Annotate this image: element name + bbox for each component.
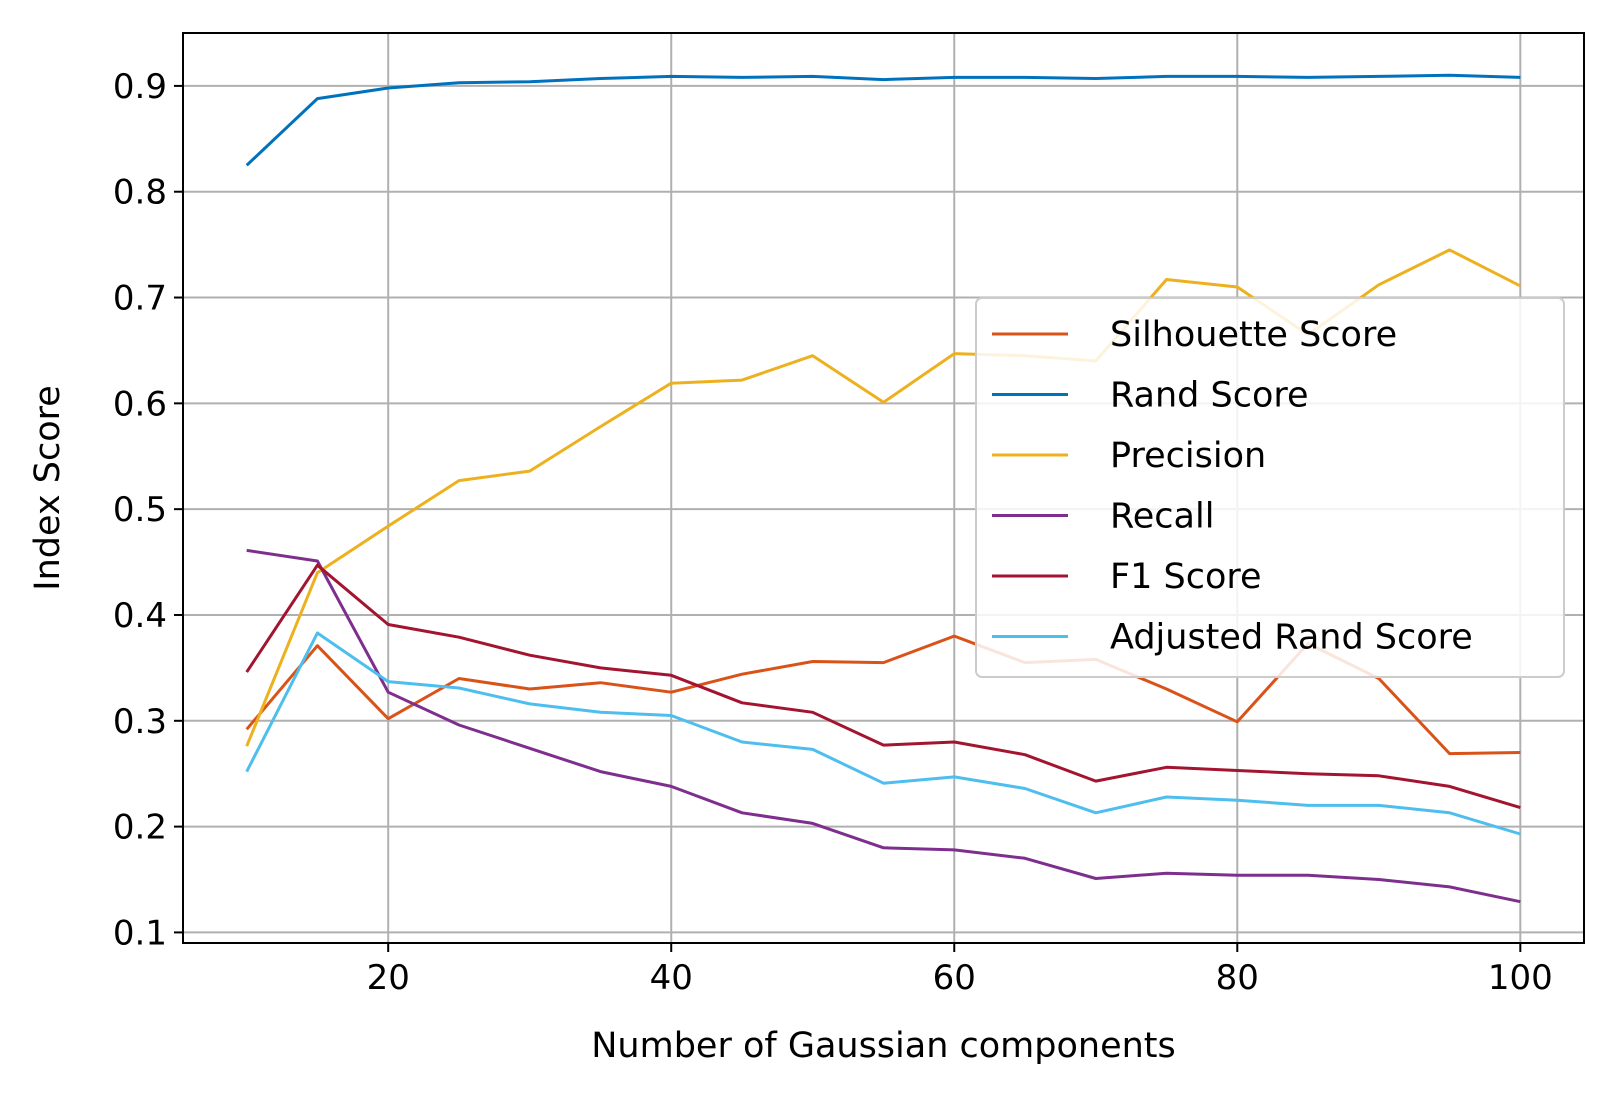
- series-line-f1-score: [245, 563, 1521, 810]
- legend-box: [975, 297, 1565, 678]
- y-tick-label: 0.4: [113, 596, 167, 636]
- x-tick-label: 100: [1488, 958, 1553, 998]
- y-tick-label: 0.8: [113, 173, 167, 213]
- y-tick-label: 0.2: [113, 808, 167, 848]
- legend-label-f1-score: F1 Score: [1110, 557, 1262, 597]
- legend-label-adjusted-rand-score: Adjusted Rand Score: [1110, 618, 1473, 658]
- y-axis-label: Index Score: [28, 385, 68, 591]
- x-tick-label: 20: [367, 958, 410, 998]
- legend-label-recall: Recall: [1110, 497, 1214, 537]
- y-tick-label: 0.3: [113, 702, 167, 742]
- y-tick-label: 0.7: [113, 279, 167, 319]
- x-tick-label: 40: [650, 958, 693, 998]
- y-tick-label: 0.9: [113, 67, 167, 107]
- legend-label-rand-score: Rand Score: [1110, 376, 1309, 416]
- y-tick-label: 0.6: [113, 384, 167, 424]
- x-axis-label: Number of Gaussian components: [591, 1026, 1176, 1066]
- series-line-recall: [246, 548, 1521, 904]
- y-tick-label: 0.5: [113, 490, 167, 530]
- y-tick-label: 0.1: [113, 913, 167, 953]
- x-tick-label: 80: [1216, 958, 1259, 998]
- legend-label-precision: Precision: [1110, 436, 1266, 476]
- x-tick-label: 60: [933, 958, 976, 998]
- series-line-rand-score: [245, 73, 1521, 167]
- legend: Silhouette Score Rand Score Precision Recal…: [975, 297, 1565, 678]
- axis-ticks: 20 40 60 80 100 0.1 0.2 0.3 0.4 0.5 0.6 0.7 0.8 0.9: [113, 67, 1553, 998]
- legend-label-silhouette-score: Silhouette Score: [1110, 315, 1397, 355]
- series-line-adjusted-rand-score: [245, 631, 1521, 836]
- plot-frame: [182, 32, 1585, 944]
